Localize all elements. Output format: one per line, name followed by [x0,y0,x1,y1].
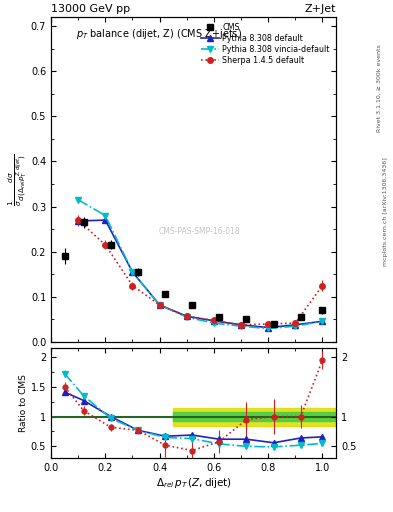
Y-axis label: $\frac{1}{\sigma}\frac{d\sigma}{d(\Delta_{rel}p_T^{Z,dijet})}$: $\frac{1}{\sigma}\frac{d\sigma}{d(\Delta… [7,153,29,206]
Legend: CMS, Pythia 8.308 default, Pythia 8.308 vincia-default, Sherpa 1.4.5 default: CMS, Pythia 8.308 default, Pythia 8.308 … [199,21,332,68]
Text: Rivet 3.1.10, ≥ 300k events: Rivet 3.1.10, ≥ 300k events [377,45,382,132]
Text: mcplots.cern.ch [arXiv:1306.3436]: mcplots.cern.ch [arXiv:1306.3436] [384,158,388,266]
X-axis label: $\Delta_{rel}\,p_T\,(Z,\mathrm{dijet})$: $\Delta_{rel}\,p_T\,(Z,\mathrm{dijet})$ [156,476,231,490]
Text: $p_T$ balance (dijet, Z) (CMS Z+jets): $p_T$ balance (dijet, Z) (CMS Z+jets) [76,27,242,40]
Y-axis label: Ratio to CMS: Ratio to CMS [19,374,28,432]
Text: Z+Jet: Z+Jet [305,4,336,14]
Text: CMS-PAS-SMP-16-018: CMS-PAS-SMP-16-018 [158,227,240,236]
Text: 13000 GeV pp: 13000 GeV pp [51,4,130,14]
